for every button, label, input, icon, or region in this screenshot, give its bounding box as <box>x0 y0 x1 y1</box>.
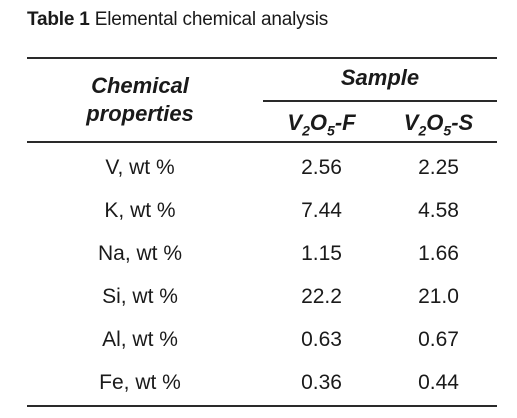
table-bottom-rule <box>27 405 497 407</box>
table-caption-label: Table 1 <box>27 9 90 30</box>
header-chemical-properties: Chemical properties <box>40 72 240 128</box>
header-column-v2o5-s: V2O5-S <box>380 110 497 139</box>
row-property: Na, wt % <box>97 242 183 265</box>
col1-sub1: 2 <box>302 122 310 139</box>
row-property: K, wt % <box>104 199 176 222</box>
table-top-rule <box>27 57 497 59</box>
row-value-s: 4.58 <box>418 199 459 222</box>
header-bottom-rule <box>27 141 497 143</box>
table-row: Si, wt % 22.2 21.0 <box>27 275 497 318</box>
row-property: V, wt % <box>105 156 175 179</box>
row-value-s: 2.25 <box>418 156 459 179</box>
header-sample: Sample <box>340 65 420 90</box>
col2-suffix: -S <box>451 110 474 135</box>
row-value-f: 1.15 <box>301 242 342 265</box>
row-property: Fe, wt % <box>99 371 181 394</box>
row-value-f: 2.56 <box>301 156 342 179</box>
row-value-f: 0.36 <box>301 371 342 394</box>
header-properties-line1: Chemical <box>91 73 189 98</box>
row-property: Si, wt % <box>102 285 178 308</box>
row-value-f: 0.63 <box>301 328 342 351</box>
table-row: Fe, wt % 0.36 0.44 <box>27 361 497 404</box>
col2-base: V <box>403 110 419 135</box>
row-value-s: 0.67 <box>418 328 459 351</box>
table-row: V, wt % 2.56 2.25 <box>27 146 497 189</box>
table-row: Al, wt % 0.63 0.67 <box>27 318 497 361</box>
col1-mid: O <box>309 110 328 135</box>
header-properties-line2: properties <box>86 101 194 126</box>
row-value-s: 21.0 <box>418 285 459 308</box>
col2-sub2: 5 <box>443 122 452 139</box>
table-caption-text: Elemental chemical analysis <box>94 9 329 30</box>
table-caption: Table 1 Elemental chemical analysis <box>27 9 328 31</box>
col1-sub2: 5 <box>327 122 335 139</box>
col2-sub1: 2 <box>418 122 427 139</box>
header-column-v2o5-f: V2O5-F <box>263 110 380 139</box>
col1-base: V <box>287 110 303 135</box>
row-value-s: 1.66 <box>418 242 459 265</box>
sample-header-rule <box>263 100 497 102</box>
row-value-f: 7.44 <box>301 199 342 222</box>
row-value-f: 22.2 <box>301 285 342 308</box>
col1-suffix: -F <box>334 110 356 135</box>
table-row: K, wt % 7.44 4.58 <box>27 189 497 232</box>
row-value-s: 0.44 <box>418 371 459 394</box>
row-property: Al, wt % <box>102 328 178 351</box>
table-row: Na, wt % 1.15 1.66 <box>27 232 497 275</box>
col2-mid: O <box>426 110 444 135</box>
